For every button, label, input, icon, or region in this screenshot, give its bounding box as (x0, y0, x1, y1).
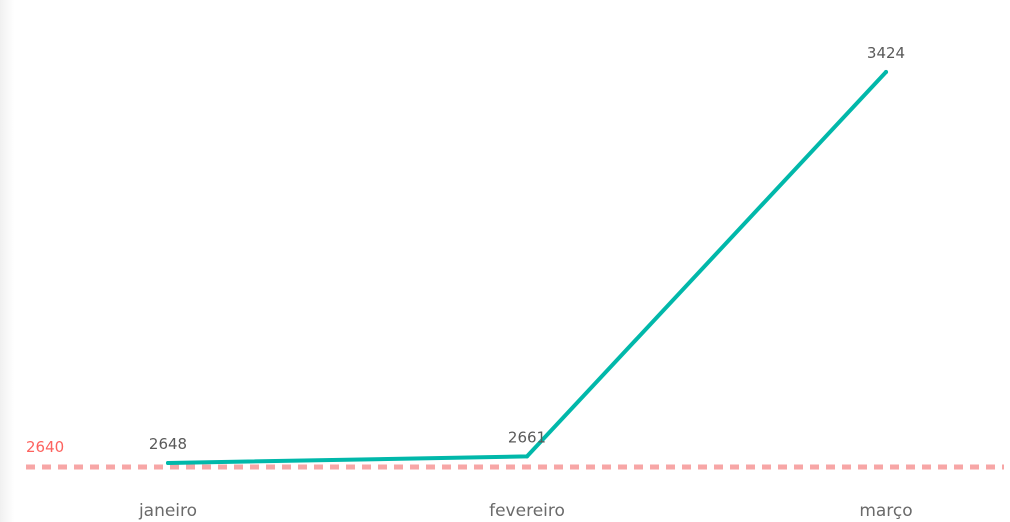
data-point (525, 454, 529, 459)
data-labels-layer: 2648 2661 3424 (149, 44, 905, 453)
reference-line-label: 2640 (26, 438, 64, 456)
x-tick-label: fevereiro (489, 501, 565, 521)
card-edge-shadow (0, 0, 14, 522)
data-label: 2648 (149, 435, 187, 453)
series-layer (166, 70, 888, 465)
x-axis: janeiro fevereiro março (138, 501, 913, 521)
data-point (166, 460, 170, 465)
data-point (884, 70, 888, 74)
x-tick-label: março (859, 501, 912, 521)
x-tick-label: janeiro (138, 501, 197, 521)
series-line (166, 70, 888, 465)
data-label: 3424 (867, 44, 905, 62)
data-label: 2661 (508, 428, 546, 446)
